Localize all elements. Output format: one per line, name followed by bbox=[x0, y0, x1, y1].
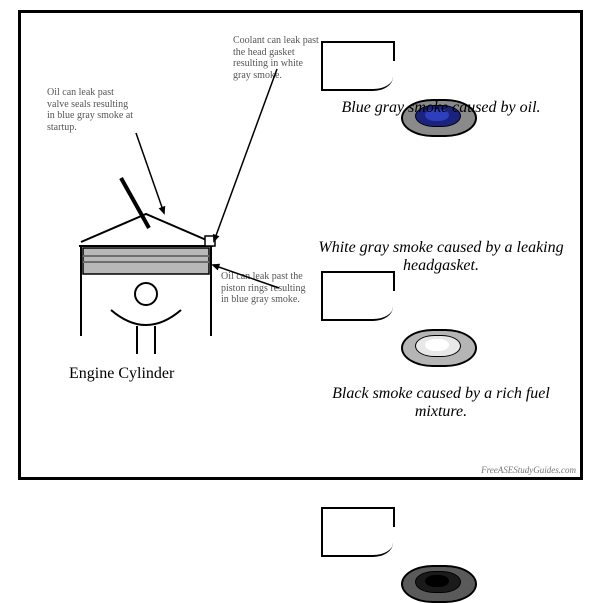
caption-blue: Blue gray smoke caused by oil. bbox=[311, 99, 571, 117]
smoke-cloud-white bbox=[401, 325, 473, 365]
exhaust-tip bbox=[321, 41, 393, 91]
cloud-core bbox=[425, 575, 449, 587]
diagram-frame: Oil can leak past valve seals resulting … bbox=[18, 10, 583, 480]
smoke-cloud-black bbox=[401, 561, 473, 601]
caption-black: Black smoke caused by a rich fuel mixtur… bbox=[311, 385, 571, 421]
caption-white: White gray smoke caused by a leaking hea… bbox=[311, 239, 571, 275]
exhaust-tip bbox=[321, 507, 393, 557]
cloud-core bbox=[425, 339, 449, 351]
footer-credit: FreeASEStudyGuides.com bbox=[481, 465, 576, 475]
exhaust-tip bbox=[321, 271, 393, 321]
